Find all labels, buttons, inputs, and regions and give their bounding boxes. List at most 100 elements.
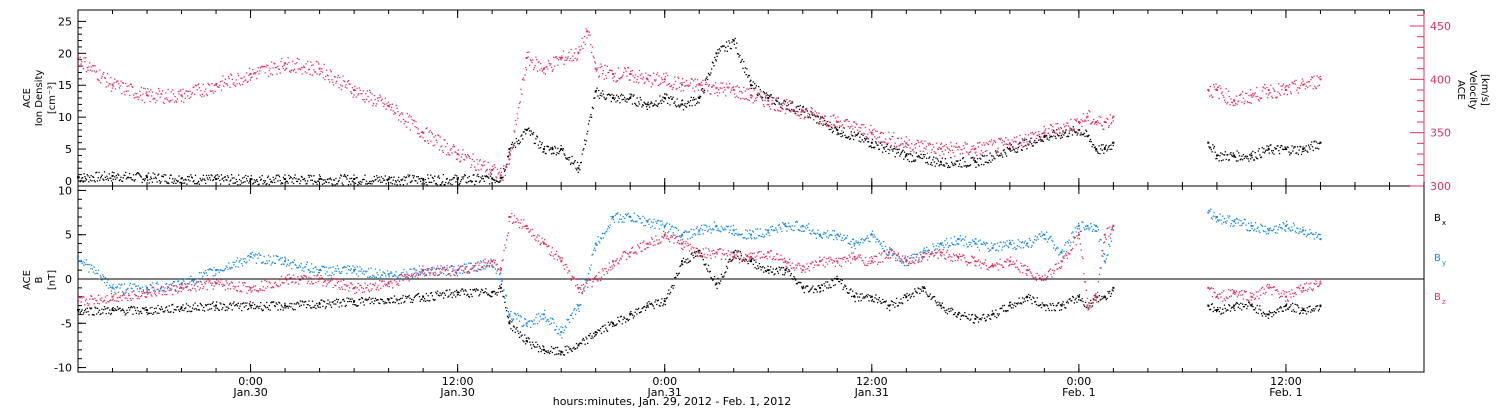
ion-density-point [318,178,321,181]
velocity-point [499,174,502,177]
ion-density-sample [402,184,405,186]
bx-sample [655,299,657,301]
ion-density-sample [915,152,918,154]
bx-sample [392,301,395,303]
ion-density-sample [161,175,163,177]
velocity-sample [827,125,830,128]
ion-density-sample [153,177,155,180]
ion-density-sample [519,141,521,143]
bx-sample [466,294,468,296]
bx-sample [446,289,448,291]
velocity-sample [419,135,422,138]
ion-density-sample [472,174,474,176]
velocity-sample [404,120,406,122]
ion-density-sample [823,117,825,119]
bx-sample [1216,310,1218,313]
velocity-sample [971,145,973,148]
ion-density-sample [430,174,432,176]
velocity-sample [397,110,399,113]
ion-density-sample [207,178,209,181]
ion-density-sample [503,168,505,170]
ion-density-sample [868,145,870,148]
top-left-tick-label: 15 [58,79,72,92]
ion-density-sample [969,165,971,167]
ion-density-sample [812,114,814,116]
ion-density-sample [478,176,480,178]
ion-density-sample [1231,154,1233,156]
bx-point [922,286,925,289]
velocity-sample [903,140,906,142]
bx-sample [1241,303,1244,305]
velocity-sample [620,77,623,79]
bx-sample [366,299,368,301]
bx-sample [620,315,623,318]
ion-density-sample [1093,146,1096,149]
velocity-sample [933,151,936,153]
velocity-sample [1038,133,1041,136]
bx-sample [953,313,956,315]
velocity-sample [433,136,435,138]
ion-density-sample [381,181,383,183]
velocity-sample [756,96,758,98]
bx-sample [930,298,932,301]
bx-point [767,269,770,272]
bx-sample [242,302,245,304]
top-right-tick-label: 300 [1430,180,1451,193]
bx-sample [191,310,193,312]
bx-sample [1269,311,1271,314]
bx-sample [471,295,473,298]
velocity-sample [167,88,169,91]
velocity-sample [330,71,332,73]
velocity-sample [1070,118,1072,121]
bx-sample [976,316,978,318]
ion-density-sample [936,162,938,165]
ion-density-sample [199,177,201,180]
velocity-sample [833,114,835,116]
velocity-sample [546,65,548,68]
ion-density-sample [304,180,306,182]
ion-density-sample [795,106,798,108]
bx-sample [1097,301,1100,303]
ion-density-sample [1089,138,1092,141]
bx-sample [1216,306,1219,309]
velocity-sample [478,169,480,171]
bx-sample [1006,310,1008,312]
ion-density-sample [1314,147,1317,149]
ion-density-sample [844,134,846,137]
ion-density-sample [463,174,466,176]
velocity-sample [176,98,179,100]
ion-density-sample [1285,148,1288,151]
ion-density-sample [522,131,525,133]
ion-density-sample [1249,154,1251,156]
velocity-sample [79,56,81,58]
ion-density-sample [88,176,91,179]
bx-sample [128,309,131,311]
ion-density-sample [124,174,126,177]
velocity-sample [638,82,640,84]
bx-sample [1013,304,1015,307]
bx-sample [650,303,652,306]
ion-density-sample [677,105,679,107]
velocity-sample [910,150,912,153]
ion-density-sample [1303,150,1305,152]
velocity-sample [399,113,401,115]
bx-sample [191,307,194,309]
velocity-sample [1030,132,1032,134]
ion-density-sample [786,105,788,107]
ion-density-sample [583,148,585,150]
velocity-sample [474,166,476,168]
bx-sample [1210,308,1212,311]
ion-density-sample [667,97,670,99]
bx-sample [864,296,867,298]
bx-sample [1217,308,1220,311]
ion-density-point [698,97,701,99]
ion-density-sample [707,72,710,75]
bx-sample [832,284,835,287]
by-sample [125,289,127,291]
velocity-sample [1209,95,1211,97]
bx-sample [698,249,700,251]
ion-density-sample [606,94,608,96]
ion-density-sample [1263,152,1266,154]
bx-sample [124,314,126,316]
bx-sample [1039,304,1041,306]
